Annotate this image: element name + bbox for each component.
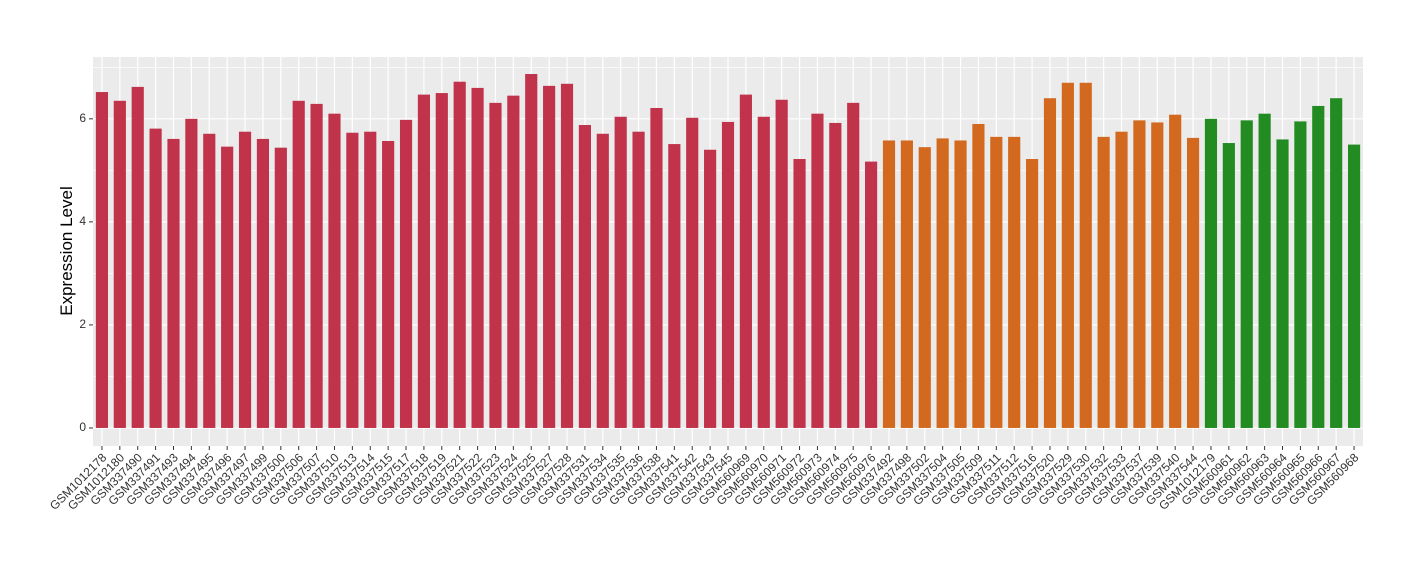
bar (704, 149, 717, 428)
bar (1347, 144, 1361, 428)
bar (686, 117, 699, 428)
bar (721, 121, 735, 428)
bar (972, 123, 985, 428)
bar (471, 87, 484, 428)
bar (346, 132, 359, 428)
bar (185, 118, 198, 428)
y-axis-title: Expression Level (57, 186, 76, 315)
bar (292, 100, 305, 428)
bar (1133, 120, 1146, 428)
bar (1240, 120, 1253, 428)
bar (525, 74, 538, 428)
bar (131, 86, 144, 428)
bar (1097, 136, 1110, 428)
bar (417, 94, 430, 428)
bar (399, 119, 413, 428)
bar (221, 146, 234, 428)
y-tick-label: 0 (79, 420, 86, 434)
bar (918, 147, 931, 428)
bar (739, 94, 752, 428)
bar (364, 131, 377, 428)
bar (203, 133, 216, 428)
bar (578, 125, 591, 428)
bar (757, 116, 770, 428)
bar (1330, 98, 1343, 428)
y-tick-label: 6 (79, 111, 86, 125)
bar (900, 140, 913, 428)
bar (382, 140, 395, 428)
bar (1061, 82, 1074, 428)
bar (668, 144, 681, 428)
bar (1169, 114, 1182, 428)
bar (1026, 159, 1039, 428)
bar (882, 140, 896, 428)
bar (149, 128, 162, 428)
bar (113, 100, 126, 428)
bar (596, 133, 609, 428)
bar (435, 93, 448, 428)
bar (507, 95, 520, 428)
bar (1115, 131, 1128, 428)
bar (990, 136, 1003, 428)
bar (650, 108, 663, 428)
y-tick-label: 4 (79, 214, 86, 228)
bar (453, 81, 466, 428)
bar (1222, 143, 1235, 428)
bar (328, 113, 341, 428)
bar (489, 102, 502, 428)
bar (632, 131, 645, 428)
y-tick-label: 2 (79, 317, 86, 331)
bar (543, 85, 556, 428)
bar (274, 147, 287, 428)
bar (1204, 118, 1218, 428)
bar (614, 116, 627, 428)
bar (310, 103, 323, 428)
bar (1186, 137, 1200, 428)
bar (1043, 98, 1057, 428)
bar (560, 83, 574, 428)
bar (793, 159, 806, 428)
bar (1151, 122, 1164, 428)
bar (238, 131, 252, 428)
bar (167, 138, 180, 428)
bar (1276, 139, 1289, 428)
bar (256, 138, 270, 428)
bar (95, 92, 109, 428)
bar (1008, 136, 1021, 428)
bar (1079, 82, 1092, 428)
bar (1312, 105, 1325, 428)
bar (954, 140, 967, 428)
bar (936, 138, 949, 428)
bar (829, 122, 842, 428)
bar (1294, 121, 1307, 428)
bar (847, 102, 860, 428)
bar (1258, 113, 1271, 428)
bar (811, 113, 824, 428)
bar (865, 161, 878, 428)
bar (775, 99, 788, 428)
